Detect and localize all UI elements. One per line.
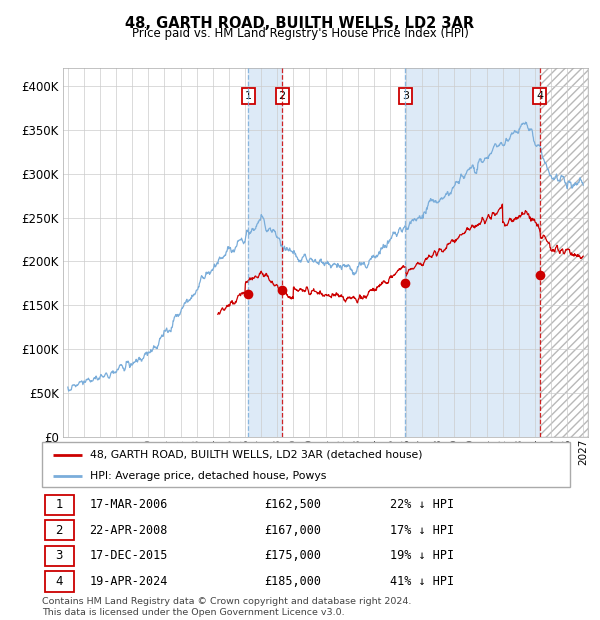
Bar: [44, 495, 74, 515]
Text: 3: 3: [55, 549, 63, 562]
Text: Price paid vs. HM Land Registry's House Price Index (HPI): Price paid vs. HM Land Registry's House …: [131, 27, 469, 40]
Text: £175,000: £175,000: [264, 549, 321, 562]
Text: HPI: Average price, detached house, Powys: HPI: Average price, detached house, Powy…: [89, 471, 326, 480]
Text: 19-APR-2024: 19-APR-2024: [89, 575, 168, 588]
Bar: [406, 68, 539, 437]
Bar: [44, 572, 74, 591]
Text: 1: 1: [55, 498, 63, 511]
Text: £167,000: £167,000: [264, 524, 321, 537]
Bar: [248, 68, 282, 437]
Text: Contains HM Land Registry data © Crown copyright and database right 2024.
This d: Contains HM Land Registry data © Crown c…: [42, 598, 412, 617]
Text: 22-APR-2008: 22-APR-2008: [89, 524, 168, 537]
Text: 19% ↓ HPI: 19% ↓ HPI: [391, 549, 455, 562]
Text: 1: 1: [245, 91, 252, 101]
Text: 4: 4: [536, 91, 543, 101]
Bar: [44, 546, 74, 566]
Text: £162,500: £162,500: [264, 498, 321, 511]
Text: 41% ↓ HPI: 41% ↓ HPI: [391, 575, 455, 588]
Bar: [44, 520, 74, 541]
Text: 4: 4: [55, 575, 63, 588]
Bar: [539, 68, 588, 437]
Text: 3: 3: [402, 91, 409, 101]
Text: 48, GARTH ROAD, BUILTH WELLS, LD2 3AR (detached house): 48, GARTH ROAD, BUILTH WELLS, LD2 3AR (d…: [89, 450, 422, 459]
Text: 17-DEC-2015: 17-DEC-2015: [89, 549, 168, 562]
Text: 22% ↓ HPI: 22% ↓ HPI: [391, 498, 455, 511]
Text: 2: 2: [55, 524, 63, 537]
Text: 2: 2: [278, 91, 286, 101]
Text: 17% ↓ HPI: 17% ↓ HPI: [391, 524, 455, 537]
Text: £185,000: £185,000: [264, 575, 321, 588]
Text: 48, GARTH ROAD, BUILTH WELLS, LD2 3AR: 48, GARTH ROAD, BUILTH WELLS, LD2 3AR: [125, 16, 475, 30]
Text: 17-MAR-2006: 17-MAR-2006: [89, 498, 168, 511]
